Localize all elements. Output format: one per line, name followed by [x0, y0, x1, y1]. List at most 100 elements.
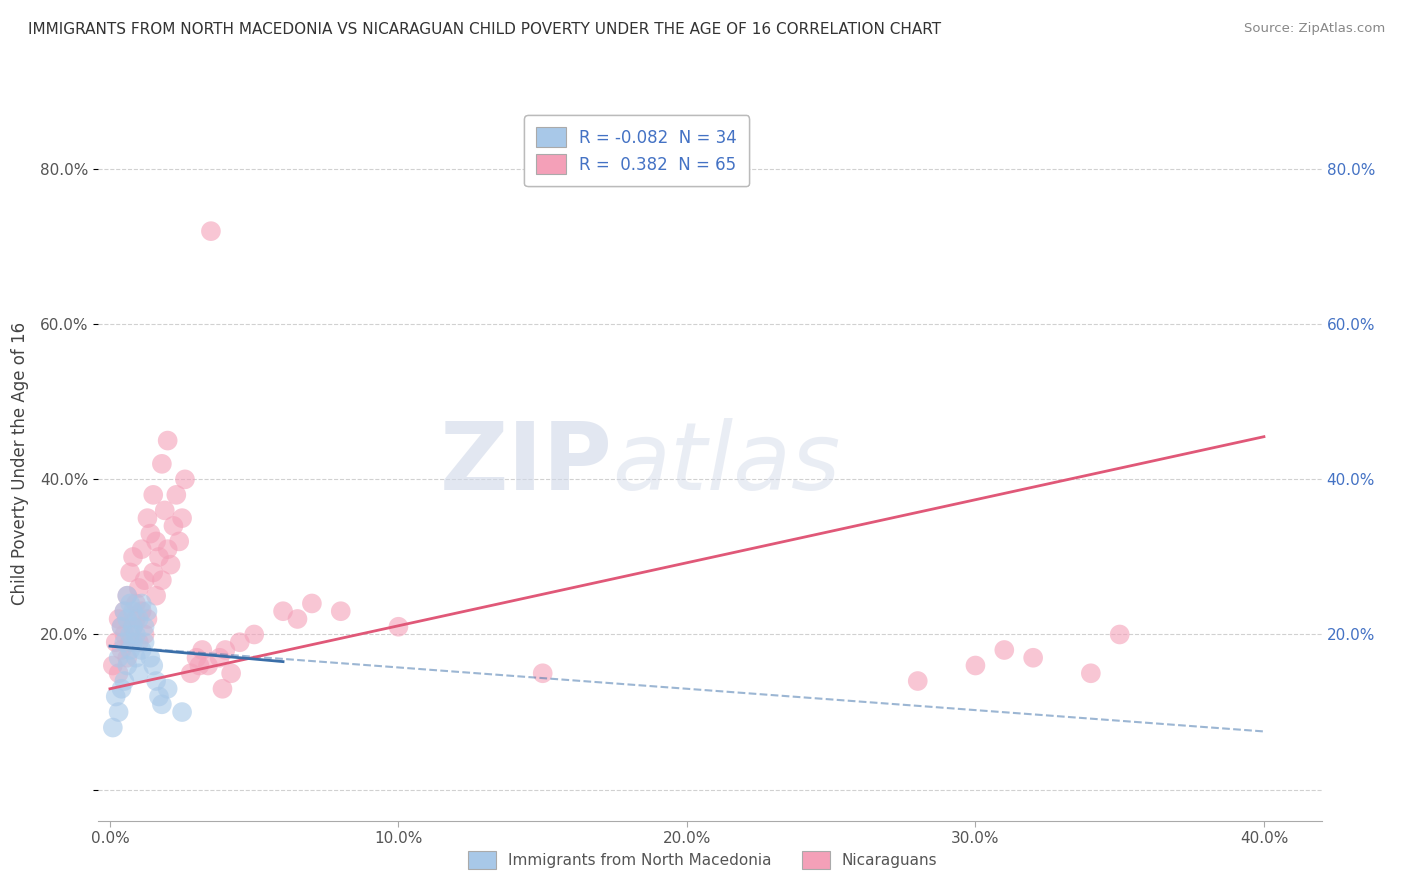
- Point: [131, 643, 153, 657]
- Point: [156, 681, 179, 696]
- Point: [145, 589, 167, 603]
- Point: [125, 650, 148, 665]
- Point: [287, 612, 309, 626]
- Point: [214, 643, 236, 657]
- Point: [107, 666, 129, 681]
- Point: [120, 635, 142, 649]
- Point: [128, 666, 150, 681]
- Point: [134, 635, 156, 649]
- Point: [148, 549, 170, 564]
- Point: [145, 534, 167, 549]
- Point: [128, 635, 150, 649]
- Point: [301, 597, 323, 611]
- Point: [120, 597, 142, 611]
- Point: [117, 650, 139, 665]
- Point: [131, 597, 153, 611]
- Point: [1022, 650, 1045, 665]
- Point: [191, 643, 214, 657]
- Point: [965, 658, 987, 673]
- Point: [197, 658, 219, 673]
- Point: [112, 627, 135, 641]
- Point: [107, 650, 129, 665]
- Point: [110, 681, 132, 696]
- Point: [156, 434, 179, 448]
- Text: IMMIGRANTS FROM NORTH MACEDONIA VS NICARAGUAN CHILD POVERTY UNDER THE AGE OF 16 : IMMIGRANTS FROM NORTH MACEDONIA VS NICAR…: [28, 22, 941, 37]
- Point: [993, 643, 1015, 657]
- Text: Source: ZipAtlas.com: Source: ZipAtlas.com: [1244, 22, 1385, 36]
- Point: [110, 620, 132, 634]
- Point: [128, 612, 150, 626]
- Point: [139, 526, 162, 541]
- Point: [1080, 666, 1102, 681]
- Text: atlas: atlas: [612, 418, 841, 509]
- Point: [125, 612, 148, 626]
- Point: [120, 643, 142, 657]
- Point: [117, 612, 139, 626]
- Point: [211, 681, 233, 696]
- Point: [134, 573, 156, 587]
- Point: [150, 573, 173, 587]
- Point: [142, 488, 165, 502]
- Point: [122, 604, 145, 618]
- Point: [134, 627, 156, 641]
- Point: [150, 698, 173, 712]
- Text: ZIP: ZIP: [439, 417, 612, 510]
- Point: [131, 604, 153, 618]
- Point: [101, 658, 124, 673]
- Point: [122, 635, 145, 649]
- Point: [907, 673, 929, 688]
- Point: [122, 620, 145, 634]
- Point: [112, 635, 135, 649]
- Point: [125, 597, 148, 611]
- Point: [134, 620, 156, 634]
- Point: [531, 666, 554, 681]
- Point: [150, 457, 173, 471]
- Point: [229, 635, 252, 649]
- Point: [112, 604, 135, 618]
- Point: [174, 472, 197, 486]
- Point: [1108, 627, 1130, 641]
- Point: [186, 650, 208, 665]
- Point: [139, 650, 162, 665]
- Point: [271, 604, 294, 618]
- Point: [159, 558, 181, 572]
- Point: [104, 635, 127, 649]
- Point: [128, 581, 150, 595]
- Point: [180, 666, 202, 681]
- Legend: Immigrants from North Macedonia, Nicaraguans: Immigrants from North Macedonia, Nicarag…: [463, 845, 943, 875]
- Point: [145, 673, 167, 688]
- Point: [219, 666, 242, 681]
- Point: [172, 705, 194, 719]
- Point: [156, 542, 179, 557]
- Point: [122, 620, 145, 634]
- Point: [101, 721, 124, 735]
- Point: [136, 612, 159, 626]
- Point: [104, 690, 127, 704]
- Point: [165, 488, 187, 502]
- Y-axis label: Child Poverty Under the Age of 16: Child Poverty Under the Age of 16: [11, 322, 30, 606]
- Point: [188, 658, 211, 673]
- Point: [200, 224, 222, 238]
- Point: [136, 604, 159, 618]
- Point: [387, 620, 409, 634]
- Point: [110, 620, 132, 634]
- Point: [172, 511, 194, 525]
- Point: [167, 534, 190, 549]
- Point: [120, 566, 142, 580]
- Point: [125, 627, 148, 641]
- Point: [120, 627, 142, 641]
- Point: [136, 511, 159, 525]
- Point: [122, 549, 145, 564]
- Point: [117, 589, 139, 603]
- Point: [117, 658, 139, 673]
- Point: [117, 589, 139, 603]
- Point: [142, 658, 165, 673]
- Point: [131, 542, 153, 557]
- Point: [243, 627, 266, 641]
- Point: [112, 673, 135, 688]
- Point: [329, 604, 352, 618]
- Point: [112, 604, 135, 618]
- Point: [107, 612, 129, 626]
- Legend: R = -0.082  N = 34, R =  0.382  N = 65: R = -0.082 N = 34, R = 0.382 N = 65: [524, 115, 749, 186]
- Point: [148, 690, 170, 704]
